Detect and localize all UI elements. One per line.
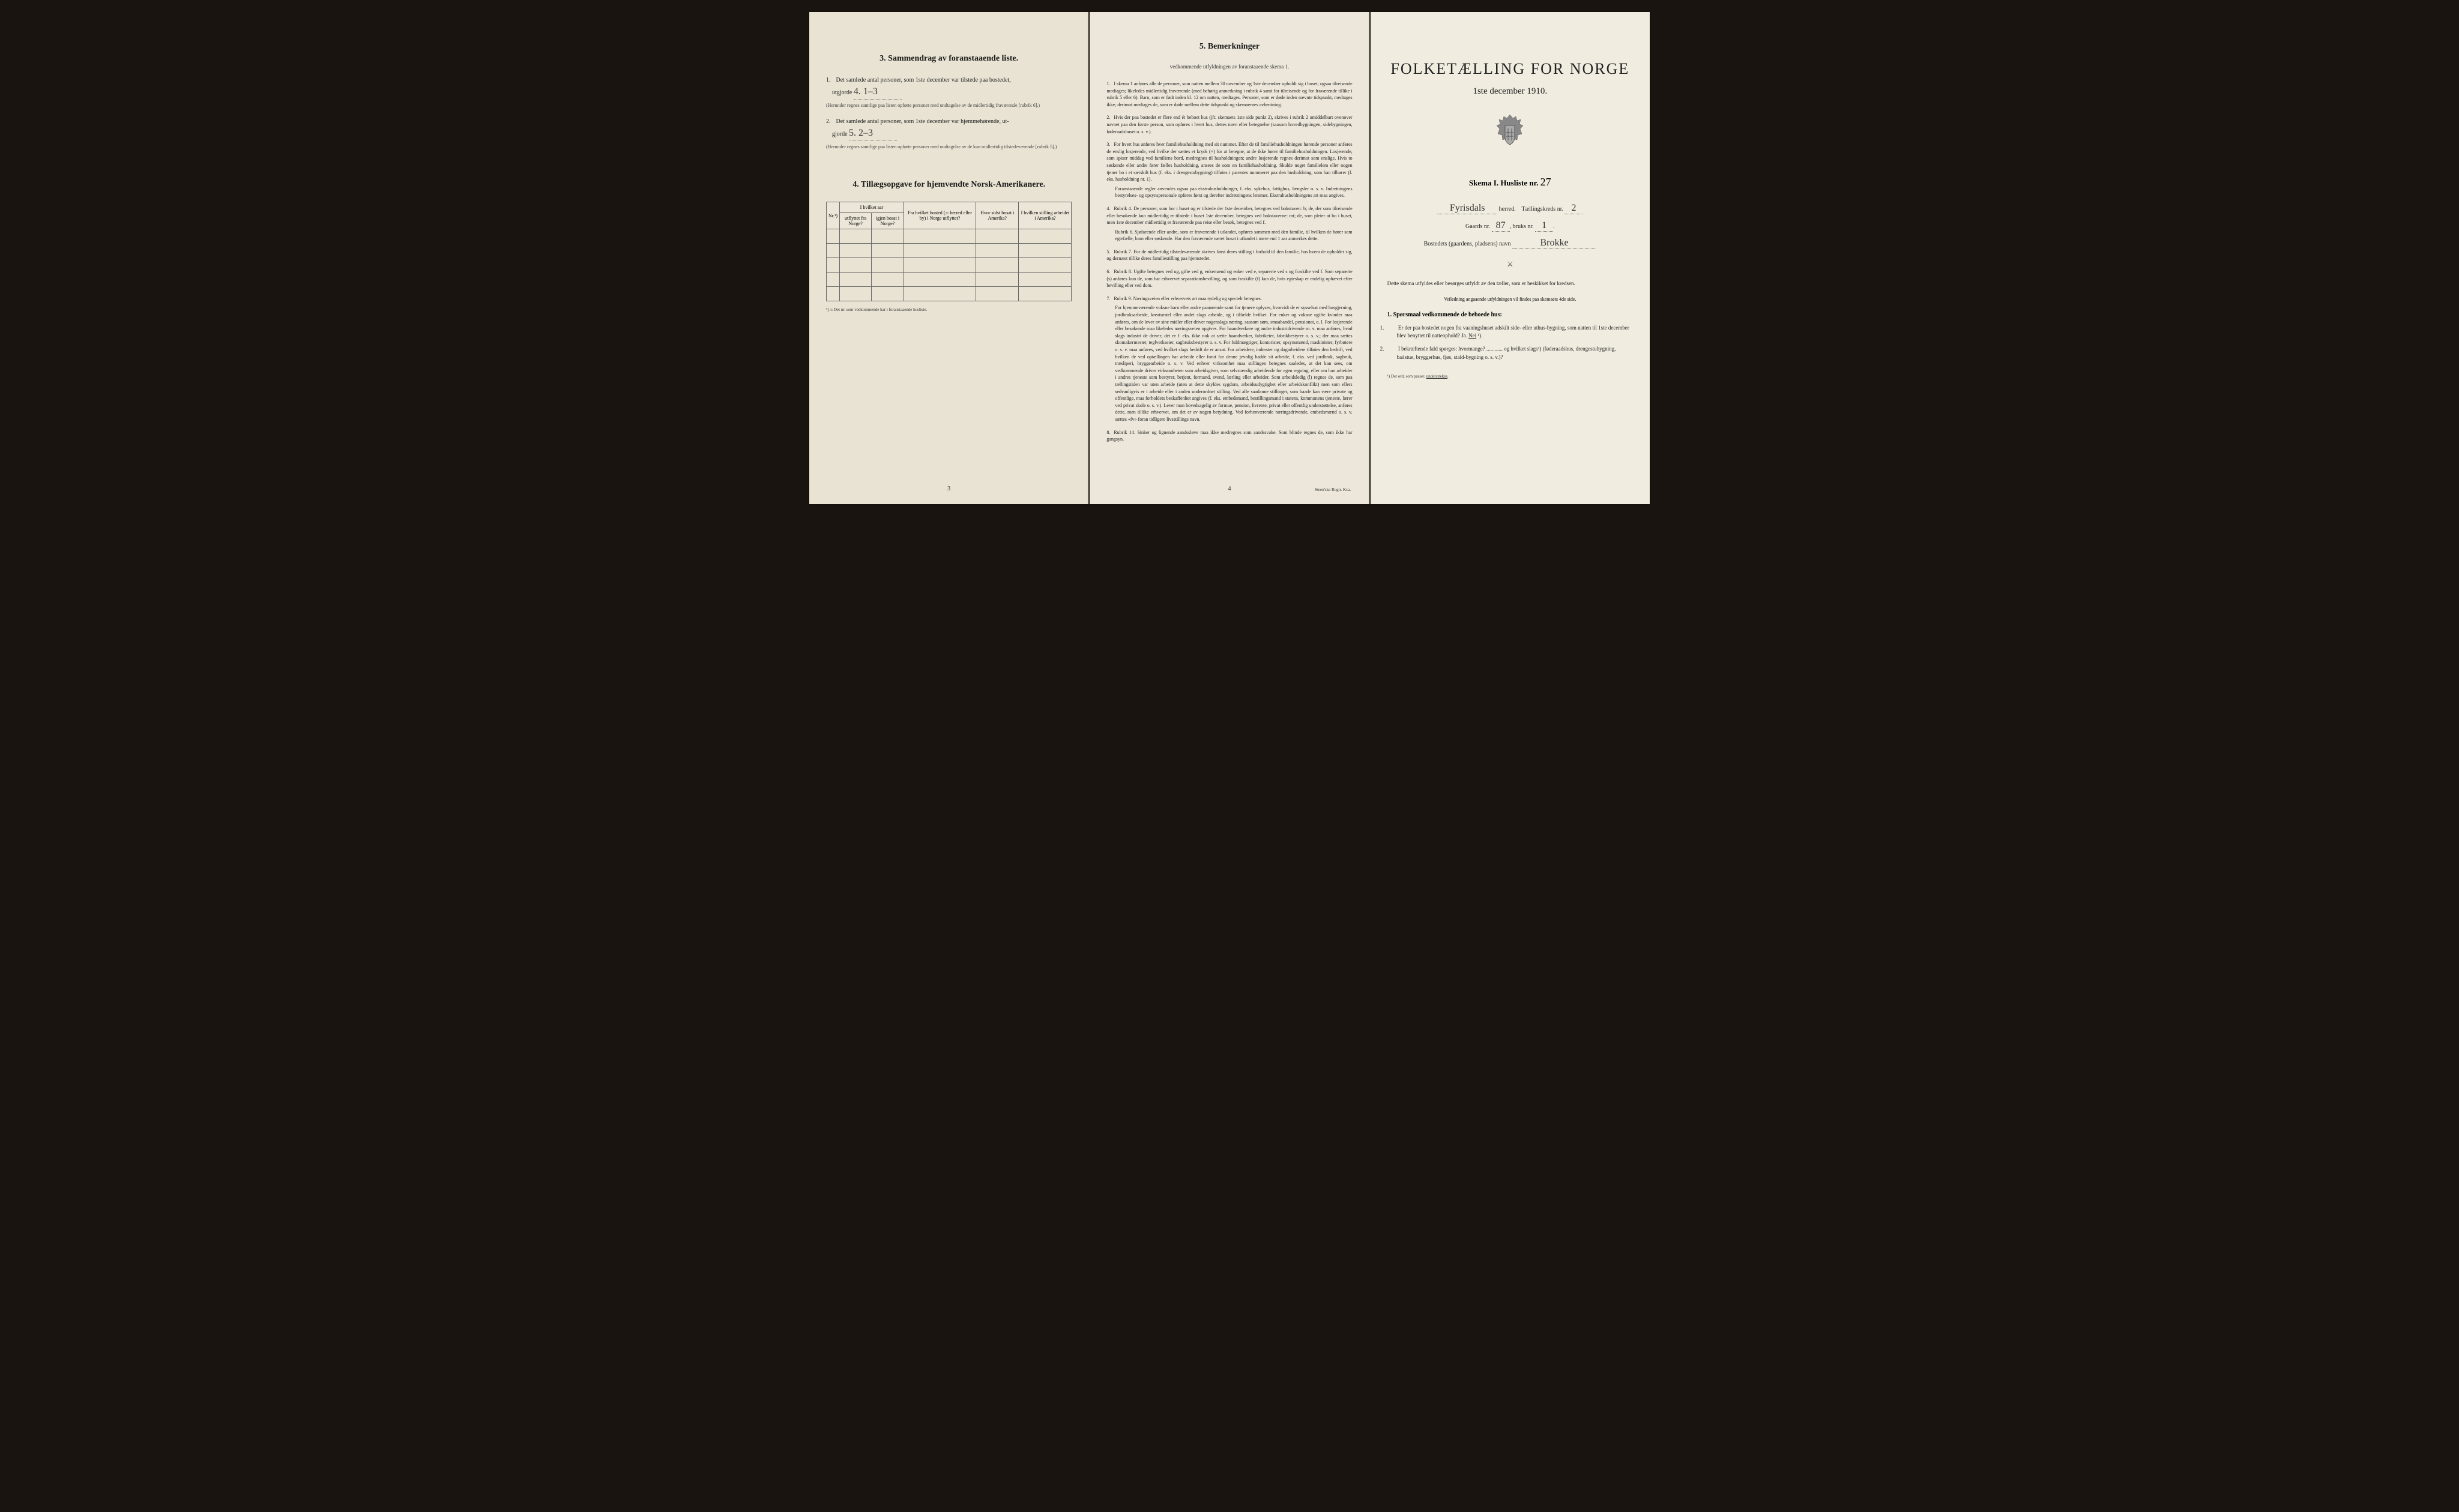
bemerkning-item: 7.Rubrik 9. Næringsveien eller erhvervet… — [1106, 295, 1352, 423]
husliste-nr: 27 — [1540, 176, 1551, 188]
item-2-label: gjorde — [832, 131, 848, 137]
census-title: FOLKETÆLLING FOR NORGE — [1387, 60, 1633, 78]
bemerkning-item: 6.Rubrik 8. Ugifte betegnes ved ug, gift… — [1106, 268, 1352, 289]
right-footnote: ¹) Det ord, som passer, understrekes. — [1387, 374, 1633, 379]
table-row — [827, 287, 1072, 301]
table-row — [827, 273, 1072, 287]
item-1-label: utgjorde — [832, 89, 852, 96]
th-bosted: Fra hvilket bosted (ɔ: herred eller by) … — [904, 202, 976, 229]
kreds-nr: 2 — [1564, 203, 1583, 214]
item-2-value: 5. 2–3 — [849, 126, 897, 141]
item-1: 1. Det samlede antal personer, som 1ste … — [826, 76, 1072, 109]
page-cover: FOLKETÆLLING FOR NORGE 1ste december 191… — [1371, 12, 1650, 504]
bosted-value: Brokke — [1512, 238, 1596, 249]
page-number-4: 4 — [1228, 486, 1231, 492]
item-2: 2. Det samlede antal personer, som 1ste … — [826, 117, 1072, 150]
herred-value: Fyrisdals — [1437, 203, 1497, 214]
question-2-text: I bekræftende fald spørges: hvormange? .… — [1397, 346, 1616, 360]
page-number-3: 3 — [947, 486, 950, 492]
bemerkning-item: 4.Rubrik 4. De personer, som bor i huset… — [1106, 205, 1352, 242]
question-2: 2. I bekræftende fald spørges: hvormange… — [1397, 345, 1633, 362]
item-2-note: (Herunder regnes samtlige paa listen opf… — [826, 143, 1072, 150]
bruks-label: bruks nr. — [1513, 223, 1534, 230]
skema-line: Skema I. Husliste nr. 27 — [1387, 176, 1633, 188]
printer-credit: Steen'ske Bogtr. Kr.a. — [1315, 487, 1351, 492]
page-4: 5. Bemerkninger vedkommende utfyldningen… — [1090, 12, 1369, 504]
gaards-label: Gaards nr. — [1465, 223, 1490, 230]
page-3: 3. Sammendrag av foranstaaende liste. 1.… — [809, 12, 1088, 504]
item-1-note: (Herunder regnes samtlige paa listen opf… — [826, 102, 1072, 109]
table-row — [827, 244, 1072, 258]
th-amerika: Hvor sidst bosat i Amerika? — [976, 202, 1019, 229]
item-1-text: Det samlede antal personer, som 1ste dec… — [836, 77, 1011, 83]
bemerkning-item: 5.Rubrik 7. For de midlertidig tilstedev… — [1106, 248, 1352, 262]
table-footnote: ¹) ɔ: Det nr. som vedkommende har i fora… — [826, 307, 1072, 312]
separator-icon: ⚔ — [1387, 260, 1633, 269]
bemerkninger-list: 1.I skema 1 anføres alle de personer, so… — [1106, 80, 1352, 443]
th-aar-group: I hvilket aar — [840, 202, 904, 213]
bruks-nr: 1 — [1535, 220, 1553, 232]
th-stilling: I hvilken stilling arbeidet i Amerika? — [1019, 202, 1072, 229]
bosted-label: Bostedets (gaardens, pladsens) navn — [1424, 241, 1511, 247]
skema-label: Skema I. Husliste nr. — [1469, 178, 1538, 187]
section-5-subtitle: vedkommende utfyldningen av foranstaaend… — [1106, 64, 1352, 70]
americans-table: Nr.¹) I hvilket aar Fra hvilket bosted (… — [826, 202, 1072, 301]
bemerkning-item: 2.Hvis der paa bostedet er flere end ét … — [1106, 114, 1352, 135]
question-1-text: Er der paa bostedet nogen fra vaaningshu… — [1397, 325, 1629, 339]
bemerkning-item: 1.I skema 1 anføres alle de personer, so… — [1106, 80, 1352, 108]
th-nr: Nr.¹) — [827, 202, 840, 229]
bemerkning-item: 3.For hvert hus anføres hver familiehush… — [1106, 141, 1352, 199]
table-row — [827, 229, 1072, 244]
gaards-line: Gaards nr. 87, bruks nr. 1. — [1387, 220, 1633, 232]
th-igjen: igjen bosat i Norge? — [872, 213, 904, 229]
bosted-line: Bostedets (gaardens, pladsens) navn Brok… — [1387, 238, 1633, 249]
questions-header: 1. Spørsmaal vedkommende de beboede hus: — [1387, 312, 1633, 318]
census-document: 3. Sammendrag av foranstaaende liste. 1.… — [809, 12, 1650, 504]
instructions-text: Dette skema utfyldes eller besørges utfy… — [1387, 280, 1633, 288]
question-1: 1. Er der paa bostedet nogen fra vaaning… — [1397, 324, 1633, 341]
table-row — [827, 258, 1072, 273]
herred-label: herred. — [1499, 206, 1516, 212]
section-3-title: 3. Sammendrag av foranstaaende liste. — [826, 54, 1072, 64]
coat-of-arms-icon — [1387, 113, 1633, 161]
kreds-label: Tællingskreds nr. — [1522, 206, 1563, 212]
section-5-title: 5. Bemerkninger — [1106, 42, 1352, 52]
section-4-title: 4. Tillægsopgave for hjemvendte Norsk-Am… — [826, 180, 1072, 190]
bemerkning-item: 8.Rubrik 14. Sinker og lignende aandsslø… — [1106, 429, 1352, 443]
herred-line: Fyrisdals herred. Tællingskreds nr. 2 — [1387, 203, 1633, 214]
item-2-text: Det samlede antal personer, som 1ste dec… — [836, 118, 1009, 125]
item-1-value: 4. 1–3 — [854, 85, 902, 100]
instructions-sub: Veiledning angaaende utfyldningen vil fi… — [1387, 297, 1633, 302]
gaards-nr: 87 — [1492, 220, 1510, 232]
table-body — [827, 229, 1072, 301]
census-date: 1ste december 1910. — [1387, 86, 1633, 97]
th-utflyttet: utflyttet fra Norge? — [840, 213, 872, 229]
